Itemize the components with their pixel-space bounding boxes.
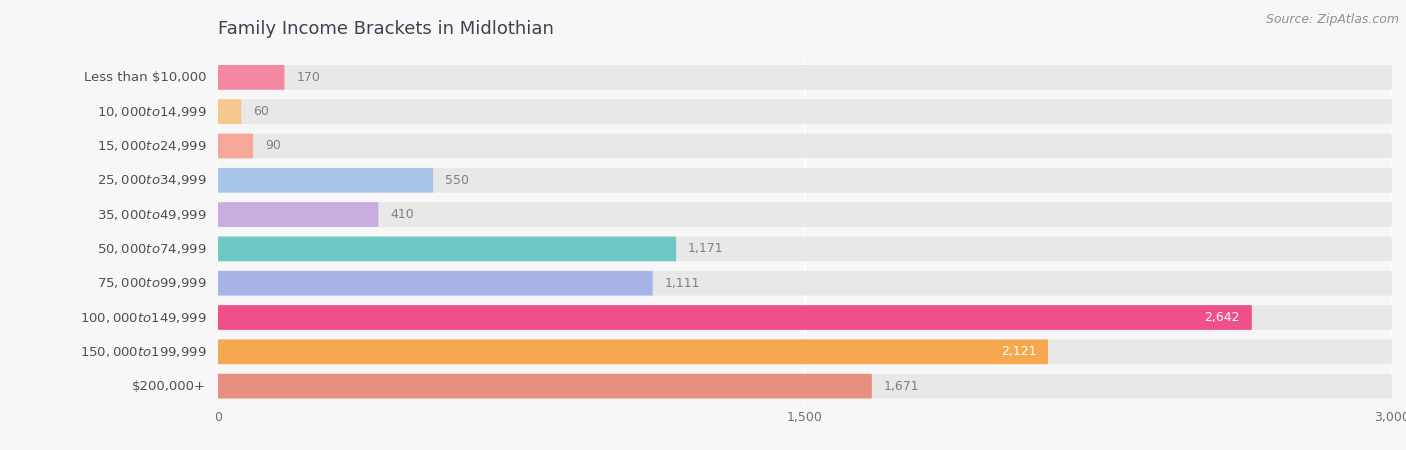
FancyBboxPatch shape	[218, 339, 1047, 364]
Text: $75,000 to $99,999: $75,000 to $99,999	[97, 276, 207, 290]
Text: Source: ZipAtlas.com: Source: ZipAtlas.com	[1265, 14, 1399, 27]
FancyBboxPatch shape	[218, 237, 676, 261]
Text: 60: 60	[253, 105, 269, 118]
Text: 550: 550	[444, 174, 470, 187]
FancyBboxPatch shape	[218, 65, 284, 90]
Text: Less than $10,000: Less than $10,000	[84, 71, 207, 84]
FancyBboxPatch shape	[218, 202, 1392, 227]
FancyBboxPatch shape	[218, 339, 1392, 364]
Text: 170: 170	[297, 71, 321, 84]
FancyBboxPatch shape	[218, 99, 1392, 124]
Text: $35,000 to $49,999: $35,000 to $49,999	[97, 207, 207, 221]
FancyBboxPatch shape	[218, 271, 652, 296]
FancyBboxPatch shape	[218, 374, 1392, 399]
Text: Family Income Brackets in Midlothian: Family Income Brackets in Midlothian	[218, 20, 554, 38]
FancyBboxPatch shape	[218, 202, 378, 227]
FancyBboxPatch shape	[218, 65, 1392, 90]
FancyBboxPatch shape	[218, 271, 1392, 296]
FancyBboxPatch shape	[218, 168, 1392, 193]
Text: $25,000 to $34,999: $25,000 to $34,999	[97, 173, 207, 187]
Text: 1,111: 1,111	[665, 277, 700, 290]
FancyBboxPatch shape	[218, 237, 1392, 261]
Text: $15,000 to $24,999: $15,000 to $24,999	[97, 139, 207, 153]
Text: $200,000+: $200,000+	[132, 380, 207, 393]
Text: $150,000 to $199,999: $150,000 to $199,999	[80, 345, 207, 359]
Text: 1,171: 1,171	[688, 243, 724, 256]
FancyBboxPatch shape	[218, 305, 1392, 330]
Text: 1,671: 1,671	[883, 380, 920, 393]
FancyBboxPatch shape	[218, 305, 1251, 330]
Text: 2,121: 2,121	[1001, 345, 1036, 358]
FancyBboxPatch shape	[218, 168, 433, 193]
Text: $10,000 to $14,999: $10,000 to $14,999	[97, 105, 207, 119]
Text: $100,000 to $149,999: $100,000 to $149,999	[80, 310, 207, 324]
Text: 90: 90	[264, 140, 281, 153]
Text: 410: 410	[389, 208, 413, 221]
FancyBboxPatch shape	[218, 99, 242, 124]
Text: $50,000 to $74,999: $50,000 to $74,999	[97, 242, 207, 256]
FancyBboxPatch shape	[218, 134, 253, 158]
Text: 2,642: 2,642	[1205, 311, 1240, 324]
FancyBboxPatch shape	[218, 374, 872, 399]
FancyBboxPatch shape	[218, 134, 1392, 158]
